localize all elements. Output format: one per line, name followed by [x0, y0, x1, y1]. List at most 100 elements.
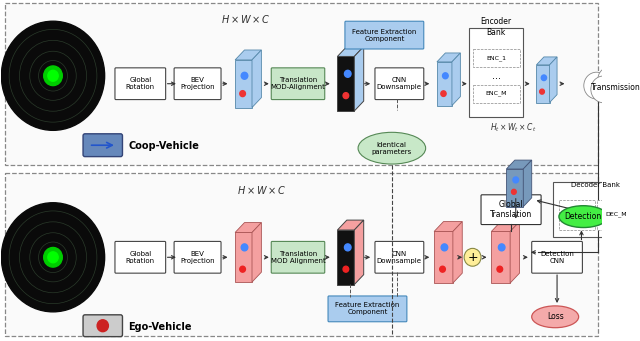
Text: Feature Extraction
Component: Feature Extraction Component [352, 29, 417, 42]
Circle shape [1, 21, 104, 130]
Text: $H_t \times W_t \times C_t$: $H_t \times W_t \times C_t$ [490, 121, 536, 134]
Circle shape [598, 67, 620, 91]
Circle shape [602, 77, 630, 107]
Circle shape [464, 248, 481, 266]
Text: Transmission: Transmission [591, 83, 640, 92]
Text: Loss: Loss [547, 312, 564, 321]
Circle shape [497, 266, 502, 272]
Text: Global
Rotation: Global Rotation [125, 251, 155, 264]
FancyBboxPatch shape [328, 296, 407, 322]
Text: BEV
Projection: BEV Projection [180, 251, 215, 264]
FancyBboxPatch shape [83, 315, 122, 337]
Text: ENC_M: ENC_M [485, 91, 507, 97]
Circle shape [343, 266, 349, 272]
Circle shape [511, 189, 516, 194]
Circle shape [442, 73, 448, 79]
Ellipse shape [559, 206, 608, 227]
Circle shape [591, 76, 616, 103]
Text: Identical
parameters: Identical parameters [372, 142, 412, 155]
Text: $H \times W \times C$: $H \times W \times C$ [221, 13, 270, 25]
Polygon shape [434, 232, 453, 283]
Polygon shape [337, 46, 364, 57]
Circle shape [499, 244, 505, 251]
Ellipse shape [358, 132, 426, 164]
FancyBboxPatch shape [375, 68, 424, 100]
Text: Detection: Detection [564, 212, 602, 221]
FancyBboxPatch shape [115, 68, 166, 100]
Text: Decoder Bank: Decoder Bank [571, 182, 620, 188]
Circle shape [441, 91, 446, 97]
Circle shape [618, 77, 640, 104]
Circle shape [44, 248, 62, 267]
Circle shape [540, 89, 545, 94]
Polygon shape [235, 50, 261, 60]
Circle shape [344, 244, 351, 251]
FancyBboxPatch shape [597, 200, 635, 229]
FancyBboxPatch shape [559, 200, 595, 229]
Text: +: + [467, 251, 478, 264]
Polygon shape [434, 222, 462, 232]
Text: Detection
CNN: Detection CNN [540, 251, 574, 264]
Text: ...: ... [492, 71, 500, 81]
FancyBboxPatch shape [271, 241, 324, 273]
Polygon shape [337, 57, 355, 111]
Polygon shape [252, 223, 261, 282]
Circle shape [1, 203, 104, 312]
FancyBboxPatch shape [532, 241, 582, 273]
Circle shape [541, 75, 547, 80]
Text: Translation
MOD-Alignment: Translation MOD-Alignment [271, 77, 325, 90]
Text: DEC_M: DEC_M [605, 212, 627, 218]
Circle shape [44, 66, 62, 86]
Text: Global
Rotation: Global Rotation [125, 77, 155, 90]
Polygon shape [453, 222, 462, 283]
Polygon shape [355, 46, 364, 111]
Polygon shape [492, 222, 520, 232]
FancyBboxPatch shape [5, 173, 598, 336]
Polygon shape [506, 169, 524, 207]
Text: Global
Translation: Global Translation [490, 200, 532, 219]
Polygon shape [506, 160, 532, 169]
FancyBboxPatch shape [5, 3, 598, 165]
Polygon shape [536, 57, 557, 65]
Polygon shape [437, 53, 460, 62]
Circle shape [440, 266, 445, 272]
Ellipse shape [532, 306, 579, 328]
Polygon shape [337, 230, 355, 284]
Polygon shape [510, 222, 520, 283]
Polygon shape [524, 160, 532, 207]
Polygon shape [355, 220, 364, 284]
Text: DEC_1: DEC_1 [566, 212, 587, 218]
Text: CNN
Downsample: CNN Downsample [377, 77, 422, 90]
FancyBboxPatch shape [271, 68, 324, 100]
Circle shape [513, 177, 518, 183]
Circle shape [343, 93, 349, 99]
Circle shape [48, 70, 58, 81]
Circle shape [608, 64, 632, 90]
Polygon shape [452, 53, 460, 105]
Polygon shape [337, 220, 364, 230]
Polygon shape [550, 57, 557, 103]
Text: Encoder
Bank: Encoder Bank [481, 17, 511, 37]
Circle shape [97, 320, 108, 332]
Circle shape [584, 72, 609, 99]
Polygon shape [235, 60, 252, 107]
Circle shape [629, 74, 640, 97]
Text: ENC_1: ENC_1 [486, 55, 506, 61]
Text: Coop-Vehicle: Coop-Vehicle [128, 141, 199, 151]
Polygon shape [252, 50, 261, 107]
FancyBboxPatch shape [472, 49, 520, 67]
Text: CNN
Downsample: CNN Downsample [377, 251, 422, 264]
Circle shape [48, 252, 58, 263]
Polygon shape [235, 233, 252, 282]
Circle shape [620, 67, 640, 93]
Circle shape [241, 244, 248, 251]
Text: Translation
MOD Alignment: Translation MOD Alignment [271, 251, 325, 264]
Polygon shape [536, 65, 550, 103]
FancyBboxPatch shape [83, 134, 122, 157]
Circle shape [241, 72, 248, 79]
Polygon shape [492, 232, 510, 283]
FancyBboxPatch shape [375, 241, 424, 273]
FancyBboxPatch shape [174, 241, 221, 273]
Text: $H \times W \times C$: $H \times W \times C$ [237, 184, 287, 196]
FancyBboxPatch shape [174, 68, 221, 100]
